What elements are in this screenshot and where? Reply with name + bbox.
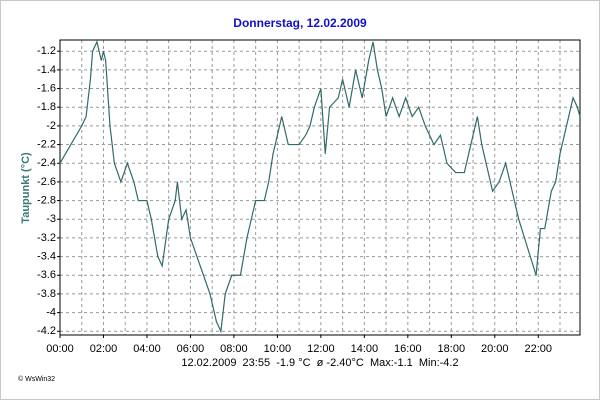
y-tick-label: -1.6 xyxy=(37,82,56,94)
x-tick-label: 04:00 xyxy=(133,343,161,355)
y-axis-label: Taupunkt (°C) xyxy=(20,152,32,224)
plot-border xyxy=(59,39,581,336)
x-tick-label: 00:00 xyxy=(46,343,74,355)
x-tick-label: 02:00 xyxy=(90,343,118,355)
x-tick-label: 08:00 xyxy=(220,343,248,355)
y-tick-label: -2.2 xyxy=(37,138,56,150)
x-tick-label: 10:00 xyxy=(264,343,292,355)
y-tick-label: -2 xyxy=(46,120,56,132)
chart-title: Donnerstag, 12.02.2009 xyxy=(233,16,367,30)
y-tick-label: -2.6 xyxy=(37,176,56,188)
x-tick-label: 20:00 xyxy=(481,343,509,355)
y-tick-label: -1.2 xyxy=(37,45,56,57)
y-tick-label: -4 xyxy=(46,307,56,319)
x-tick-label: 22:00 xyxy=(524,343,552,355)
y-tick-label: -1.8 xyxy=(37,101,56,113)
x-tick-label: 12:00 xyxy=(307,343,335,355)
credit: © WsWin32 xyxy=(18,375,55,383)
y-tick-label: -3.2 xyxy=(37,232,56,244)
x-tick-label: 14:00 xyxy=(351,343,379,355)
y-tick-label: -1.4 xyxy=(37,64,56,76)
summary-annotation: 12.02.2009 23:55 -1.9 °C ø -2.40°C Max:-… xyxy=(181,357,458,369)
y-tick-label: -2.4 xyxy=(37,157,56,169)
data-line xyxy=(59,40,581,334)
x-tick-label: 18:00 xyxy=(438,343,466,355)
y-tick-label: -3.4 xyxy=(37,250,56,262)
y-tick-label: -3 xyxy=(46,213,56,225)
y-tick-label: -4.2 xyxy=(37,325,56,337)
plot-area xyxy=(60,40,580,335)
y-tick-label: -2.8 xyxy=(37,194,56,206)
x-tick-label: 16:00 xyxy=(394,343,422,355)
x-tick-label: 06:00 xyxy=(177,343,205,355)
y-tick-label: -3.8 xyxy=(37,288,56,300)
y-tick-label: -3.6 xyxy=(37,269,56,281)
